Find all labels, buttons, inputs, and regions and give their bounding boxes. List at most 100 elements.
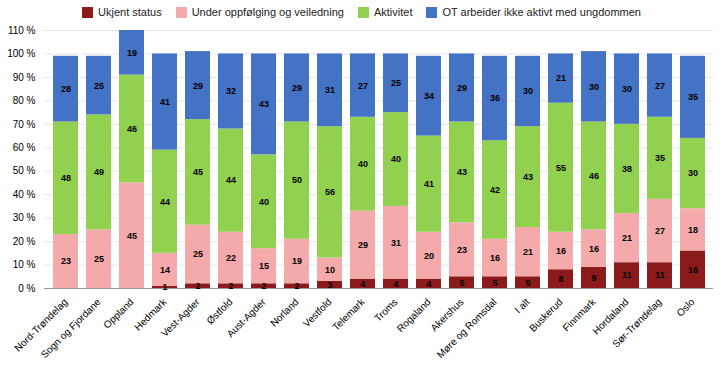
svg-text:25: 25 — [94, 80, 104, 90]
svg-text:40: 40 — [358, 159, 368, 169]
svg-text:40: 40 — [391, 154, 401, 164]
svg-text:Møre og Romsdal: Møre og Romsdal — [435, 296, 499, 360]
svg-text:55: 55 — [556, 163, 566, 173]
svg-text:29: 29 — [292, 83, 302, 93]
svg-text:32: 32 — [226, 86, 236, 96]
svg-text:Sogn og Fjordane: Sogn og Fjordane — [39, 296, 103, 360]
svg-text:10: 10 — [325, 265, 335, 275]
svg-text:43: 43 — [259, 99, 269, 109]
svg-text:16: 16 — [688, 265, 698, 275]
svg-text:11: 11 — [655, 270, 665, 280]
svg-text:0 %: 0 % — [18, 283, 35, 294]
svg-text:Norland: Norland — [268, 296, 301, 329]
svg-text:45: 45 — [127, 231, 137, 241]
svg-text:27: 27 — [358, 80, 368, 90]
svg-text:43: 43 — [457, 167, 467, 177]
svg-text:21: 21 — [622, 233, 632, 243]
svg-text:Buskerud: Buskerud — [527, 296, 565, 334]
svg-text:20: 20 — [424, 251, 434, 261]
svg-text:Sør-Trøndelag: Sør-Trøndelag — [610, 296, 663, 349]
svg-text:19: 19 — [127, 48, 137, 58]
svg-text:43: 43 — [523, 172, 533, 182]
svg-text:3: 3 — [327, 280, 332, 290]
svg-text:5: 5 — [525, 278, 530, 288]
svg-text:35: 35 — [688, 92, 698, 102]
svg-text:Troms: Troms — [372, 296, 400, 324]
svg-text:40: 40 — [259, 197, 269, 207]
svg-text:Vestfold: Vestfold — [301, 296, 334, 329]
svg-text:5: 5 — [459, 278, 464, 288]
svg-text:90 %: 90 % — [13, 72, 36, 83]
svg-text:2: 2 — [195, 281, 200, 291]
svg-text:29: 29 — [358, 240, 368, 250]
svg-text:42: 42 — [490, 185, 500, 195]
svg-text:14: 14 — [160, 265, 170, 275]
svg-text:44: 44 — [226, 175, 236, 185]
svg-text:Østfold: Østfold — [204, 296, 234, 326]
svg-text:49: 49 — [94, 167, 104, 177]
svg-text:46: 46 — [589, 171, 599, 181]
svg-text:15: 15 — [259, 261, 269, 271]
svg-text:50 %: 50 % — [13, 165, 36, 176]
svg-text:30: 30 — [589, 82, 599, 92]
svg-text:Aust-Agder: Aust-Agder — [225, 296, 269, 340]
svg-text:50: 50 — [292, 175, 302, 185]
svg-text:27: 27 — [655, 80, 665, 90]
svg-text:80 %: 80 % — [13, 95, 36, 106]
svg-text:2: 2 — [261, 281, 266, 291]
svg-text:21: 21 — [523, 247, 533, 257]
svg-text:5: 5 — [492, 278, 497, 288]
svg-text:Vest-Agder: Vest-Agder — [159, 296, 202, 339]
svg-text:16: 16 — [490, 253, 500, 263]
svg-text:45: 45 — [193, 167, 203, 177]
svg-text:23: 23 — [61, 256, 71, 266]
svg-text:27: 27 — [655, 226, 665, 236]
svg-text:4: 4 — [360, 279, 365, 289]
svg-text:28: 28 — [61, 84, 71, 94]
svg-text:2: 2 — [228, 281, 233, 291]
svg-text:2: 2 — [294, 281, 299, 291]
svg-text:Rogaland: Rogaland — [395, 296, 433, 334]
svg-text:34: 34 — [424, 91, 434, 101]
svg-text:22: 22 — [226, 253, 236, 263]
svg-text:60 %: 60 % — [13, 142, 36, 153]
svg-text:Oppland: Oppland — [101, 296, 136, 331]
svg-text:30: 30 — [622, 84, 632, 94]
svg-text:100 %: 100 % — [7, 48, 35, 59]
svg-text:Telemark: Telemark — [330, 296, 367, 333]
svg-text:70 %: 70 % — [13, 119, 36, 130]
svg-text:9: 9 — [591, 273, 596, 283]
svg-text:36: 36 — [490, 93, 500, 103]
svg-text:48: 48 — [61, 173, 71, 183]
svg-text:23: 23 — [457, 245, 467, 255]
svg-text:31: 31 — [325, 85, 335, 95]
svg-text:35: 35 — [655, 153, 665, 163]
svg-text:I alt: I alt — [512, 296, 531, 315]
svg-text:4: 4 — [426, 279, 431, 289]
svg-text:29: 29 — [457, 83, 467, 93]
svg-text:46: 46 — [127, 124, 137, 134]
svg-text:44: 44 — [160, 197, 170, 207]
svg-text:8: 8 — [558, 274, 563, 284]
svg-text:18: 18 — [688, 225, 698, 235]
svg-text:19: 19 — [292, 256, 302, 266]
svg-text:56: 56 — [325, 187, 335, 197]
svg-text:41: 41 — [160, 97, 170, 107]
svg-text:16: 16 — [556, 246, 566, 256]
svg-text:30: 30 — [523, 86, 533, 96]
svg-text:25: 25 — [94, 254, 104, 264]
svg-text:31: 31 — [391, 238, 401, 248]
svg-text:41: 41 — [424, 179, 434, 189]
svg-text:110 %: 110 % — [8, 25, 36, 36]
svg-text:Oslo: Oslo — [674, 296, 697, 319]
svg-text:40 %: 40 % — [13, 189, 36, 200]
svg-text:30 %: 30 % — [13, 212, 36, 223]
svg-text:38: 38 — [622, 164, 632, 174]
svg-text:10 %: 10 % — [13, 259, 36, 270]
svg-text:30: 30 — [688, 168, 698, 178]
svg-text:20 %: 20 % — [13, 236, 36, 247]
svg-text:16: 16 — [589, 244, 599, 254]
svg-text:25: 25 — [193, 249, 203, 259]
svg-text:11: 11 — [622, 270, 632, 280]
svg-text:4: 4 — [393, 279, 398, 289]
